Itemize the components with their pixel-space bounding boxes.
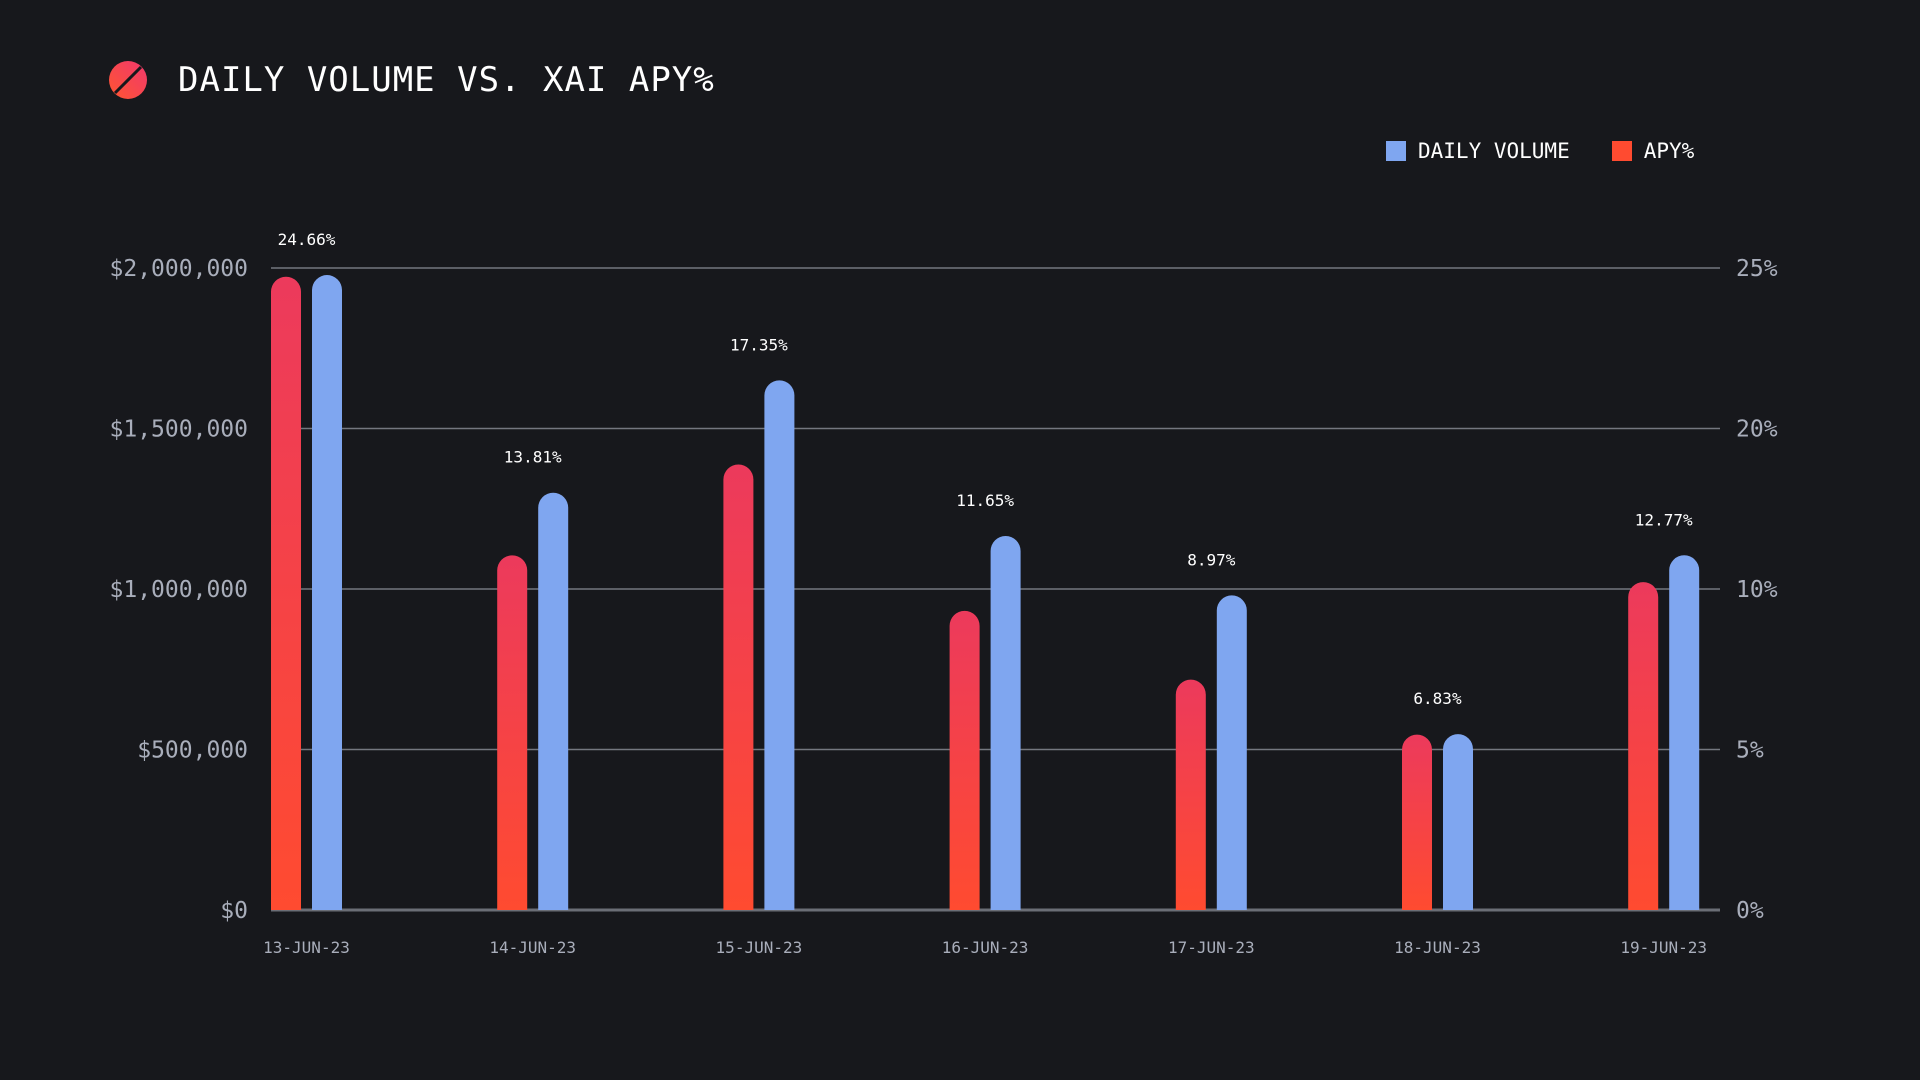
bar-daily-volume [1216,595,1247,910]
chart-legend: DAILY VOLUME APY% [1386,139,1694,163]
chart-title: DAILY VOLUME VS. XAI APY% [178,60,715,100]
apy-data-label: 8.97% [1187,550,1236,569]
bar-daily-volume [990,536,1021,910]
apy-data-label: 24.66% [278,230,336,249]
legend-label-daily-volume: DAILY VOLUME [1418,139,1570,163]
slashed-circle-logo-icon [109,61,147,99]
y-left-tick-label: $1,500,000 [110,417,248,443]
bar-daily-volume [312,275,342,911]
x-tick-label: 19-JUN-23 [1620,938,1707,957]
bar-apy [271,276,301,910]
bar-apy [1628,582,1659,910]
y-right-tick-label: 20% [1736,417,1778,443]
legend-label-apy: APY% [1643,139,1695,163]
apy-data-label: 6.83% [1413,689,1462,708]
legend-swatch-apy [1611,141,1632,161]
bar-daily-volume [764,380,795,910]
bar-apy [949,610,980,910]
x-tick-label: 13-JUN-23 [263,938,350,957]
y-right-tick-label: 5% [1736,738,1764,764]
data-labels: 24.66% 13.81% 17.35% 11.65% 8.97% 6.83% 12.77% [278,230,1693,708]
apy-data-label: 12.77% [1635,510,1693,529]
y-right-tick-label: 0% [1736,898,1764,924]
x-tick-label: 16-JUN-23 [942,938,1029,957]
bar-apy [1402,734,1432,910]
apy-data-label: 11.65% [956,491,1014,510]
bars [271,275,1700,911]
bar-daily-volume [1669,555,1700,910]
bar-apy [723,464,754,910]
legend-swatch-daily-volume [1386,141,1406,161]
bar-daily-volume [1443,734,1473,910]
y-left-tick-label: $0 [220,898,248,924]
y-left-tick-label: $1,000,000 [110,577,248,603]
x-tick-label: 14-JUN-23 [489,938,576,957]
y-left-tick-label: $2,000,000 [110,256,248,282]
apy-data-label: 13.81% [504,448,562,467]
x-tick-label: 17-JUN-23 [1168,938,1255,957]
bar-apy [1175,679,1206,910]
y-right-tick-label: 25% [1736,256,1778,282]
legend-item-daily-volume: DAILY VOLUME [1386,139,1570,163]
x-tick-label: 18-JUN-23 [1394,938,1481,957]
bar-daily-volume [538,492,569,910]
y-right-tick-label: 10% [1736,577,1778,603]
legend-item-apy: APY% [1611,139,1695,163]
x-tick-label: 15-JUN-23 [716,938,803,957]
chart-header: DAILY VOLUME VS. XAI APY% [108,56,715,104]
bar-apy [497,555,528,910]
apy-data-label: 17.35% [730,335,788,354]
y-left-tick-label: $500,000 [137,738,248,764]
right-axis: 0% 5% 10% 20% 25% [1736,256,1778,924]
left-axis: $0 $500,000 $1,000,000 $1,500,000 $2,000,000 [110,256,248,924]
x-axis: 13-JUN-23 14-JUN-23 15-JUN-23 16-JUN-23 17-J… [263,938,1707,957]
